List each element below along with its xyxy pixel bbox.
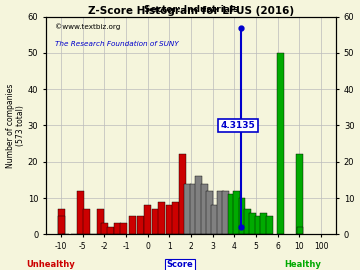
Bar — [58, 209, 65, 234]
Text: Healthy: Healthy — [284, 260, 321, 269]
Bar — [297, 227, 303, 234]
Y-axis label: Number of companies
(573 total): Number of companies (573 total) — [5, 83, 25, 168]
Bar — [222, 191, 229, 234]
Bar — [101, 223, 108, 234]
Bar — [121, 223, 127, 234]
Bar — [152, 209, 159, 234]
Text: ©www.textbiz.org: ©www.textbiz.org — [55, 23, 120, 30]
Bar — [195, 176, 202, 234]
Bar — [108, 227, 114, 234]
Bar — [277, 53, 284, 234]
Bar — [211, 205, 219, 234]
Text: The Research Foundation of SUNY: The Research Foundation of SUNY — [55, 40, 178, 47]
Text: Score: Score — [167, 260, 193, 269]
Bar — [77, 191, 84, 234]
Bar — [98, 209, 104, 234]
Bar — [83, 209, 90, 234]
Bar — [114, 223, 121, 234]
Text: 4.3135: 4.3135 — [221, 121, 255, 130]
Bar — [129, 216, 136, 234]
Bar — [190, 184, 197, 234]
Bar — [233, 191, 240, 234]
Bar — [206, 191, 213, 234]
Bar — [260, 212, 267, 234]
Bar — [266, 216, 273, 234]
Bar — [144, 205, 151, 234]
Bar — [201, 184, 208, 234]
Bar — [249, 212, 256, 234]
Text: Unhealthy: Unhealthy — [26, 260, 75, 269]
Bar — [255, 216, 262, 234]
Bar — [228, 194, 235, 234]
Bar — [296, 154, 303, 234]
Bar — [172, 202, 179, 234]
Bar — [166, 205, 173, 234]
Text: Sector: Industrials: Sector: Industrials — [144, 5, 238, 15]
Bar — [137, 216, 144, 234]
Title: Z-Score Histogram for LFUS (2016): Z-Score Histogram for LFUS (2016) — [88, 6, 294, 16]
Bar — [184, 184, 191, 234]
Bar — [239, 198, 246, 234]
Bar — [158, 202, 165, 234]
Bar — [58, 216, 65, 234]
Bar — [179, 154, 186, 234]
Bar — [217, 191, 224, 234]
Bar — [244, 209, 251, 234]
